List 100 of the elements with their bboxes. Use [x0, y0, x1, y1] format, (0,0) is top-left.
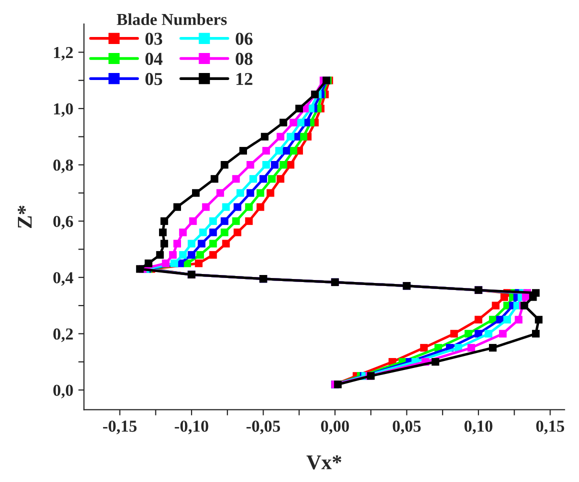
point [499, 330, 507, 338]
point [220, 217, 228, 225]
y-tick-label: 0,2 [53, 328, 73, 342]
y-tick-label: 0,8 [53, 160, 73, 174]
point [169, 251, 177, 259]
y-tick-label: 1,0 [54, 103, 73, 117]
legend-label: 03 [145, 32, 162, 45]
point [189, 217, 197, 225]
point [232, 217, 240, 225]
point [209, 217, 217, 225]
point [188, 240, 196, 248]
point [170, 260, 178, 268]
point [514, 316, 522, 324]
point [464, 330, 472, 338]
x-axis-title: Vx* [306, 455, 342, 470]
point [220, 161, 228, 169]
point [290, 146, 298, 155]
point [179, 228, 187, 236]
point [286, 161, 294, 169]
point [236, 189, 244, 197]
legend-title: Blade Numbers [116, 13, 227, 26]
point [262, 146, 270, 155]
point [245, 217, 253, 225]
point [136, 265, 144, 273]
point [209, 228, 217, 236]
point [282, 146, 290, 155]
point [202, 203, 210, 211]
point [192, 189, 200, 197]
point [173, 203, 182, 211]
point [188, 251, 196, 259]
point [179, 251, 187, 259]
point [503, 316, 511, 324]
point [222, 203, 230, 211]
point [270, 161, 279, 169]
point [534, 316, 543, 324]
point [296, 118, 304, 126]
point [256, 189, 264, 197]
point [276, 175, 284, 183]
point [260, 132, 269, 141]
point [209, 240, 217, 248]
point [484, 330, 492, 338]
point [210, 175, 218, 183]
point [420, 344, 428, 352]
point [280, 161, 288, 169]
x-tick-label: -0,05 [246, 420, 280, 434]
point [245, 203, 253, 211]
point [194, 260, 203, 268]
point [198, 240, 206, 248]
point [232, 175, 240, 183]
x-tick-label: 0,10 [464, 420, 492, 434]
x-tick-label: 0,05 [392, 420, 421, 434]
point [156, 251, 164, 259]
point [532, 330, 540, 338]
point [432, 358, 440, 366]
point [160, 240, 168, 248]
y-tick-label: 0,6 [53, 216, 74, 230]
point [266, 189, 274, 197]
legend-label: 12 [236, 72, 252, 85]
x-tick-label: 0,00 [321, 420, 349, 434]
point [162, 260, 170, 268]
point [492, 302, 500, 310]
point [173, 240, 182, 248]
point [234, 228, 242, 236]
point [286, 132, 294, 141]
point [290, 118, 298, 126]
y-tick-label: 0,0 [53, 384, 73, 398]
point [222, 240, 230, 248]
point [216, 189, 224, 197]
point [160, 217, 168, 225]
point [275, 146, 283, 155]
point [334, 380, 342, 388]
point [159, 228, 167, 236]
point [488, 344, 497, 352]
point [467, 344, 476, 352]
legend-label: 06 [236, 32, 253, 45]
point [239, 146, 248, 155]
point [474, 316, 482, 324]
y-tick-label: 0,4 [53, 272, 74, 286]
point [276, 132, 284, 141]
point [249, 175, 258, 183]
point [268, 175, 276, 183]
point [295, 104, 303, 112]
point [259, 175, 268, 183]
point [144, 260, 152, 268]
legend-label: 04 [145, 52, 162, 65]
point [196, 251, 204, 259]
point [234, 203, 242, 211]
y-axis-title: Z* [18, 206, 32, 228]
point [262, 161, 270, 169]
point [280, 118, 288, 126]
legend-label: 08 [236, 52, 252, 65]
point [532, 289, 540, 297]
y-tick-label: 1,2 [54, 46, 73, 61]
point [256, 203, 264, 211]
point [300, 132, 308, 141]
point [209, 251, 217, 259]
point [246, 189, 254, 197]
point [199, 228, 207, 236]
x-tick-label: 0,15 [536, 420, 564, 434]
point [246, 161, 254, 169]
